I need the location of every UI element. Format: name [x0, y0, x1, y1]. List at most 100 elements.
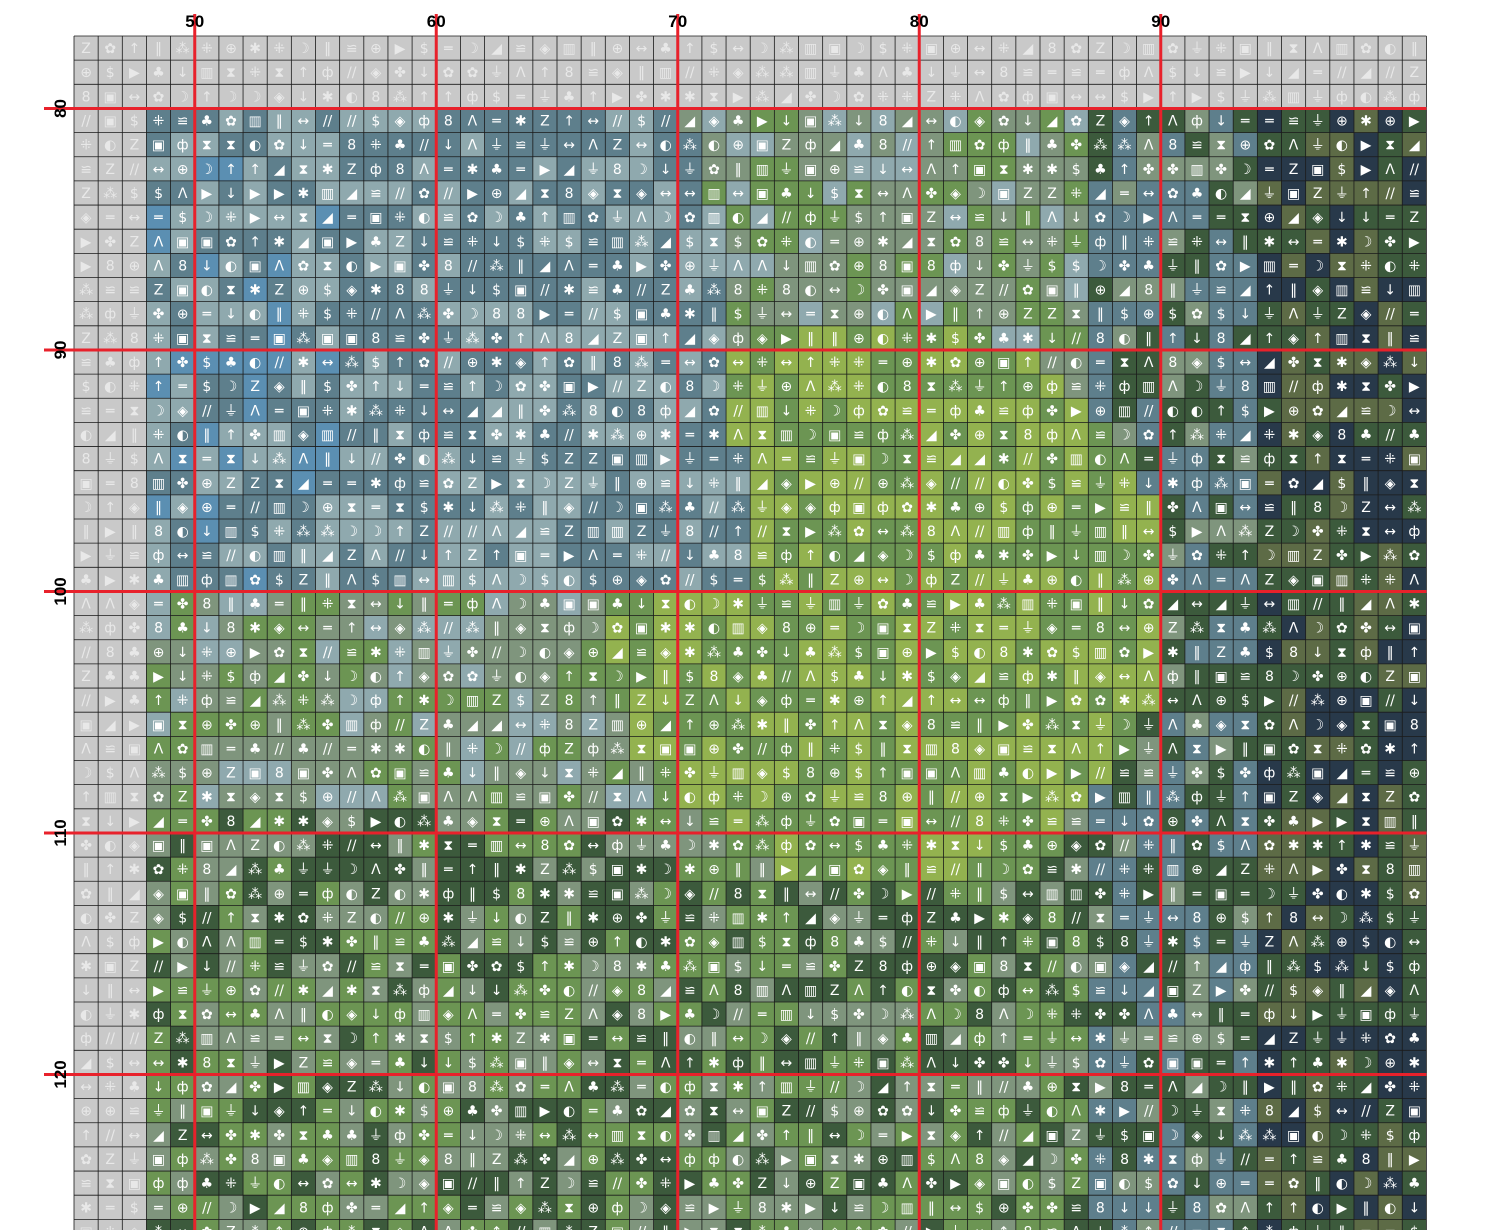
- stitch-symbol: ↓: [684, 548, 696, 564]
- stitch-symbol: ✱: [660, 935, 672, 951]
- stitch-symbol: ⊕: [1095, 403, 1107, 419]
- stitch-symbol: ✤: [1046, 452, 1058, 468]
- stitch-symbol: ✤: [177, 355, 189, 371]
- stitch-symbol: ↓: [491, 234, 503, 250]
- stitch-symbol: ▣: [997, 741, 1010, 757]
- stitch-symbol: ↑: [805, 355, 817, 371]
- stitch-symbol: ◢: [1216, 597, 1227, 613]
- stitch-symbol: $: [516, 959, 525, 975]
- stitch-symbol: ✿: [1070, 790, 1082, 806]
- stitch-symbol: ═: [878, 910, 888, 926]
- stitch-symbol: Λ: [1410, 983, 1420, 999]
- stitch-symbol: ✱: [732, 597, 744, 613]
- stitch-symbol: ═: [177, 379, 187, 395]
- stitch-symbol: Z: [1385, 669, 1395, 685]
- stitch-symbol: ▥: [200, 741, 213, 757]
- stitch-symbol: ⊕: [1239, 138, 1251, 154]
- stitch-symbol: ▣: [79, 476, 92, 492]
- stitch-symbol: ↓: [877, 669, 889, 685]
- stitch-symbol: Z: [564, 741, 574, 757]
- stitch-symbol: ◈: [564, 1055, 575, 1071]
- stitch-symbol: ⁜: [177, 693, 189, 709]
- stitch-symbol: ♣: [442, 814, 455, 830]
- stitch-symbol: ‖: [155, 41, 162, 57]
- stitch-cell: [387, 108, 413, 133]
- stitch-symbol: ▥: [1045, 886, 1058, 902]
- stitch-symbol: ≌: [442, 427, 454, 443]
- stitch-symbol: ▶: [129, 814, 140, 830]
- stitch-symbol: ⧗: [878, 717, 888, 733]
- stitch-symbol: Z: [637, 379, 647, 395]
- stitch-symbol: ✱: [322, 162, 334, 178]
- stitch-cell: [701, 84, 727, 109]
- stitch-symbol: ⧗: [1216, 621, 1226, 637]
- stitch-symbol: ‖: [614, 693, 621, 709]
- stitch-symbol: Λ: [588, 548, 598, 564]
- stitch-symbol: 8: [1168, 355, 1177, 371]
- stitch-symbol: ≌: [1070, 65, 1082, 81]
- stitch-symbol: 8: [565, 331, 574, 347]
- stitch-symbol: ⁂: [779, 572, 793, 588]
- stitch-symbol: ⊕: [225, 983, 237, 999]
- stitch-symbol: 8: [879, 959, 888, 975]
- stitch-symbol: ф: [1046, 379, 1058, 395]
- stitch-symbol: ‖: [324, 452, 331, 468]
- stitch-symbol: ✱: [1360, 886, 1372, 902]
- stitch-symbol: ↔: [442, 403, 454, 419]
- stitch-cell: [557, 36, 582, 61]
- stitch-symbol: ✿: [974, 138, 986, 154]
- stitch-symbol: 8: [1313, 500, 1322, 516]
- stitch-symbol: ▣: [1215, 669, 1228, 685]
- stitch-symbol: 8: [1120, 935, 1129, 951]
- stitch-cell: [339, 60, 364, 85]
- stitch-symbol: ⧗: [854, 186, 864, 202]
- stitch-symbol: ⊕: [587, 645, 599, 661]
- stitch-symbol: ф: [587, 741, 599, 757]
- stitch-symbol: ф: [177, 138, 189, 154]
- stitch-symbol: ⊕: [853, 307, 865, 323]
- stitch-symbol: ‖: [1145, 331, 1152, 347]
- stitch-symbol: ✱: [925, 838, 937, 854]
- stitch-symbol: ⁜: [901, 838, 913, 854]
- stitch-symbol: ◢: [1264, 1031, 1275, 1047]
- stitch-symbol: ✿: [1143, 597, 1155, 613]
- stitch-symbol: ▣: [321, 234, 334, 250]
- stitch-symbol: ↑: [1239, 790, 1251, 806]
- stitch-symbol: ▶: [81, 548, 92, 564]
- stitch-symbol: ☽: [1336, 500, 1349, 516]
- stitch-symbol: ≌: [1239, 452, 1251, 468]
- stitch-symbol: 8: [637, 983, 646, 999]
- stitch-symbol: ◈: [274, 1104, 285, 1120]
- stitch-symbol: ⁂: [635, 886, 649, 902]
- stitch-symbol: ↓: [418, 234, 430, 250]
- stitch-symbol: ⊕: [1264, 210, 1276, 226]
- stitch-symbol: ✤: [1264, 814, 1276, 830]
- stitch-cell: [412, 60, 437, 85]
- stitch-symbol: ≌: [515, 790, 527, 806]
- stitch-cell: [1015, 36, 1040, 61]
- stitch-symbol: 8: [1048, 41, 1057, 57]
- stitch-symbol: ↑: [394, 669, 406, 685]
- stitch-symbol: ✱: [1408, 1055, 1420, 1071]
- stitch-symbol: ▶: [1336, 814, 1347, 830]
- stitch-symbol: ▥: [1408, 862, 1421, 878]
- stitch-symbol: ⧗: [274, 790, 284, 806]
- stitch-symbol: ⧗: [757, 886, 767, 902]
- stitch-symbol: ‖: [179, 1104, 186, 1120]
- stitch-cell: [170, 36, 195, 61]
- stitch-symbol: ↑: [1312, 452, 1324, 468]
- stitch-symbol: ⊕: [1095, 283, 1107, 299]
- stitch-symbol: ▶: [1240, 65, 1251, 81]
- stitch-symbol: ⏚: [804, 1080, 818, 1096]
- stitch-symbol: ф: [322, 65, 334, 81]
- stitch-symbol: ‖: [590, 41, 597, 57]
- stitch-symbol: ⏚: [465, 910, 479, 926]
- stitch-symbol: ⏚: [1021, 621, 1035, 637]
- stitch-symbol: Z: [661, 283, 671, 299]
- stitch-symbol: Z: [782, 1104, 792, 1120]
- stitch-symbol: //: [1385, 186, 1395, 202]
- stitch-symbol: ✱: [491, 355, 503, 371]
- stitch-symbol: //: [854, 476, 864, 492]
- stitch-cell: [1233, 108, 1258, 133]
- stitch-symbol: 8: [975, 814, 984, 830]
